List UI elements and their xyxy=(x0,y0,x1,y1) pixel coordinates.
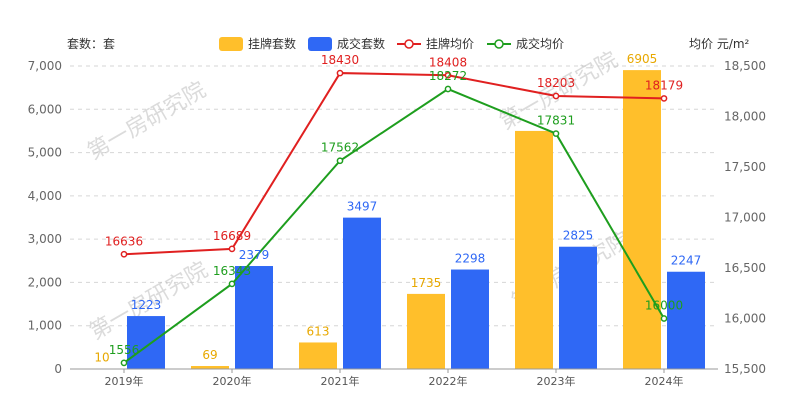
line-point xyxy=(444,85,452,93)
y-left-tick-label: 6,000 xyxy=(28,102,62,116)
line-data-label: 18203 xyxy=(537,76,575,90)
line-point xyxy=(444,71,452,79)
line-point xyxy=(660,315,668,322)
x-tick-label: 2020年 xyxy=(213,374,252,388)
lines xyxy=(120,69,668,367)
line-point xyxy=(120,250,128,258)
left-axis-unit: 套数：套 xyxy=(67,36,115,51)
y-right-tick-label: 15,500 xyxy=(724,362,766,376)
line-data-label: 18430 xyxy=(321,53,359,67)
bar-listing xyxy=(515,130,553,369)
y-left-tick-label: 2,000 xyxy=(28,275,62,289)
legend-swatch-marker xyxy=(494,39,504,49)
line-data-label: 18408 xyxy=(429,55,467,69)
y-right-tick-label: 18,500 xyxy=(724,59,766,73)
line-point xyxy=(120,359,128,367)
line-point xyxy=(336,69,344,77)
watermark-text: 第一房研究院 xyxy=(84,78,211,166)
legend-swatch-bar xyxy=(219,37,243,51)
line-data-label: 16689 xyxy=(213,229,251,243)
legend-label: 挂牌均价 xyxy=(426,37,474,51)
x-tick-label: 2024年 xyxy=(645,374,684,388)
right-axis-unit: 均价 元/m² xyxy=(689,37,750,51)
line-data-label: 17831 xyxy=(537,114,575,128)
gridlines xyxy=(70,65,718,327)
x-tick-label: 2021年 xyxy=(321,374,360,388)
axes: 套数：套 均价 元/m² 0 1,000 2,000 3,000 4,000 5,000 6… xyxy=(28,36,766,388)
line-point xyxy=(336,157,344,165)
x-tick-label: 2022年 xyxy=(429,374,468,388)
bar-data-label: 613 xyxy=(307,324,330,338)
bar-deal xyxy=(667,271,705,369)
line-point xyxy=(552,92,560,100)
y-left-tick-label: 7,000 xyxy=(28,59,62,73)
line-data-label: 17562 xyxy=(321,141,359,155)
bar-data-label: 1735 xyxy=(411,276,442,290)
bar-listing xyxy=(299,342,337,369)
y-right-tick-label: 17,500 xyxy=(724,160,766,174)
x-tick-label: 2019年 xyxy=(105,374,144,388)
line-series-listing-price xyxy=(123,72,665,256)
line-data-label: 18179 xyxy=(645,78,683,92)
legend-swatch-marker xyxy=(404,39,414,49)
bar-listing xyxy=(623,70,661,369)
bar-deal xyxy=(343,217,381,369)
bar-listing xyxy=(407,293,445,369)
legend-label: 挂牌套数 xyxy=(248,36,296,51)
legend-label: 成交均价 xyxy=(516,36,564,51)
bar-data-label: 69 xyxy=(202,348,217,362)
y-left-tick-label: 1,000 xyxy=(28,319,62,333)
bar-data-label: 3497 xyxy=(347,200,378,214)
bar-deal xyxy=(235,266,273,369)
data-labels: 10 69 613 1735 6905 1223 2379 3497 2298 2825 2247 1… xyxy=(94,52,701,364)
line-series-deal-price xyxy=(123,87,665,364)
bar-deal xyxy=(451,269,489,369)
line-point xyxy=(552,130,560,137)
line-point xyxy=(228,280,236,288)
bar-data-label: 6905 xyxy=(627,52,658,66)
legend-label: 成交套数 xyxy=(337,36,385,51)
line-data-label: 1556 xyxy=(109,343,140,357)
legend-swatch-bar xyxy=(308,37,332,51)
y-left-tick-label: 3,000 xyxy=(28,232,62,246)
bar-data-label: 10 xyxy=(94,351,109,365)
y-right-tick-label: 18,000 xyxy=(724,110,766,124)
y-left-tick-label: 4,000 xyxy=(28,189,62,203)
line-data-label: 16343 xyxy=(213,264,251,278)
y-right-tick-label: 17,000 xyxy=(724,211,766,225)
y-left-tick-label: 0 xyxy=(54,362,62,376)
bars xyxy=(83,70,705,369)
line-data-label: 16000 xyxy=(645,299,683,313)
line-data-label: 18272 xyxy=(429,69,467,83)
bar-data-label: 1223 xyxy=(131,298,162,312)
bar-data-label: 2825 xyxy=(563,229,594,243)
line-data-label: 16636 xyxy=(105,234,143,248)
bar-listing xyxy=(191,366,229,369)
bar-data-label: 2379 xyxy=(239,248,270,262)
y-right-tick-label: 16,000 xyxy=(724,312,766,326)
bar-data-label: 2247 xyxy=(671,254,702,268)
line-point xyxy=(228,245,236,253)
y-right-tick-label: 16,500 xyxy=(724,261,766,275)
line-point xyxy=(660,95,668,102)
bar-data-label: 2298 xyxy=(455,252,486,266)
y-left-tick-label: 5,000 xyxy=(28,146,62,160)
bar-deal xyxy=(127,316,165,369)
legend: 挂牌套数 成交套数 挂牌均价 成交均价 xyxy=(219,36,564,51)
bar-deal xyxy=(559,246,597,369)
x-tick-label: 2023年 xyxy=(537,374,576,388)
